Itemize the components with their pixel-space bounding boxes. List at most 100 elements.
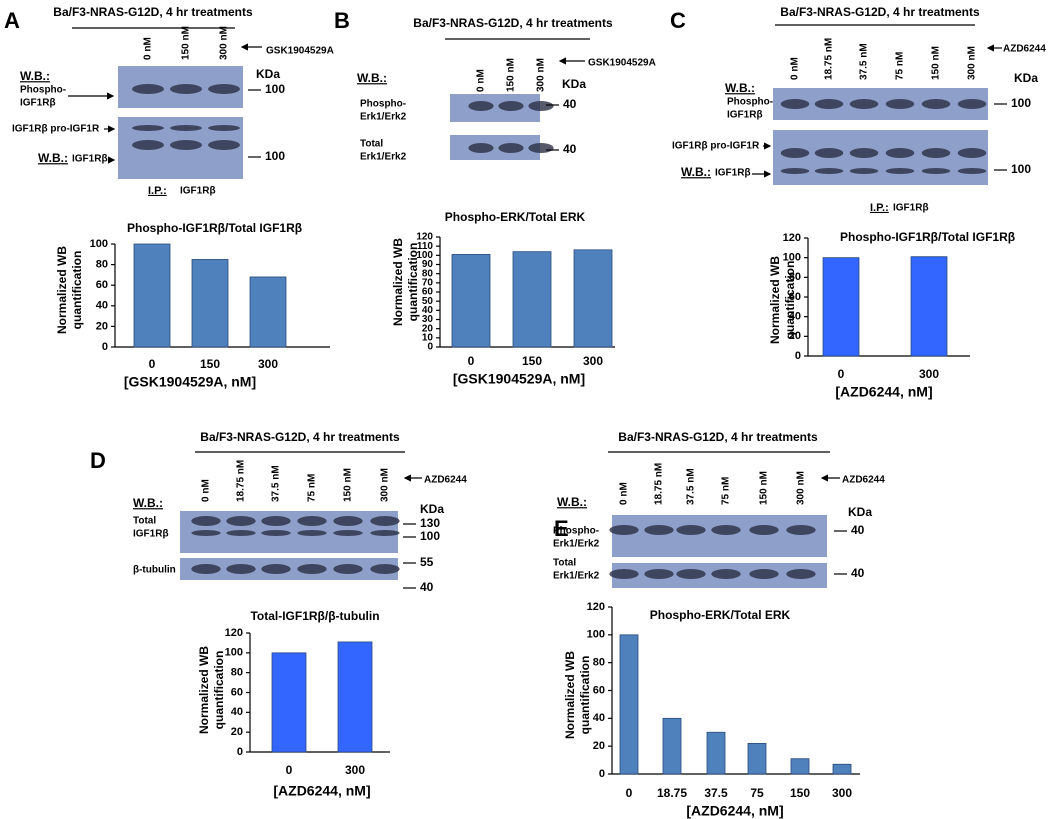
kda-marker: 100 bbox=[420, 529, 440, 543]
lane-label: 37.5 nM bbox=[859, 43, 870, 80]
blot-band bbox=[170, 125, 202, 131]
y-tick-label: 0 bbox=[599, 768, 605, 780]
y-tick-label: 80 bbox=[96, 259, 108, 271]
blot-band bbox=[749, 569, 779, 579]
y-tick-label: 100 bbox=[783, 252, 801, 264]
bar bbox=[822, 257, 860, 357]
kda-label: KDa bbox=[1014, 71, 1038, 85]
blot bbox=[450, 135, 540, 160]
y-axis-label: quantification bbox=[783, 261, 797, 340]
pro-label: IGF1Rβ pro-IGF1R bbox=[12, 124, 100, 135]
lane-label: 0 nM bbox=[790, 57, 801, 80]
y-axis-label: Normalized WB bbox=[768, 256, 782, 344]
blot-band bbox=[676, 525, 706, 535]
panel-letter: D bbox=[90, 448, 106, 473]
y-tick-label: 80 bbox=[789, 271, 801, 283]
y-axis-label: Normalized WB bbox=[197, 646, 211, 734]
blot-band bbox=[921, 148, 951, 158]
x-axis-label: [GSK1904529A, nM] bbox=[124, 374, 256, 390]
y-tick-label: 30 bbox=[422, 314, 434, 325]
lane-label: 0 nM bbox=[143, 37, 154, 60]
panel-header: Ba/F3-NRAS-G12D, 4 hr treatments bbox=[413, 16, 613, 30]
wb-label: W.B.: bbox=[38, 151, 68, 165]
bar bbox=[249, 276, 287, 348]
blot-band bbox=[297, 516, 327, 526]
blot-band bbox=[132, 125, 164, 131]
kda-label: KDa bbox=[848, 505, 872, 519]
blot-band bbox=[333, 530, 363, 536]
blot-band bbox=[676, 569, 706, 579]
y-tick-label: 20 bbox=[593, 740, 605, 752]
blot bbox=[450, 94, 540, 122]
y-tick-label: 100 bbox=[225, 647, 243, 659]
lane-label: 300 nM bbox=[536, 58, 547, 92]
kda-marker: 40 bbox=[851, 523, 865, 537]
panel-letter: E bbox=[554, 516, 569, 541]
y-tick-label: 80 bbox=[231, 667, 243, 679]
kda-label: KDa bbox=[420, 502, 444, 516]
blot-band bbox=[780, 99, 810, 109]
blot-band bbox=[921, 168, 951, 174]
blot-band bbox=[170, 84, 202, 94]
lane-label: 0 nM bbox=[476, 69, 487, 92]
blot-label: Erk1/Erk2 bbox=[553, 539, 600, 550]
blot-label: Phospho- bbox=[360, 99, 406, 110]
x-axis-label: [AZD6244, nM] bbox=[686, 803, 783, 819]
lane-label: 300 nM bbox=[380, 468, 391, 502]
blot-label: Total bbox=[553, 558, 576, 569]
y-tick-label: 40 bbox=[96, 300, 108, 312]
y-axis-label: quantification bbox=[406, 243, 420, 322]
blot-band bbox=[132, 140, 164, 150]
treatment-label: GSK1904529A bbox=[588, 58, 656, 69]
blot-band bbox=[261, 516, 291, 526]
y-tick-label: 40 bbox=[593, 712, 605, 724]
y-tick-label: 60 bbox=[96, 279, 108, 291]
x-axis-label: [AZD6244, nM] bbox=[273, 783, 370, 799]
blot-band bbox=[609, 569, 639, 579]
ip-label: I.P.: bbox=[148, 185, 167, 197]
y-axis-label: quantification bbox=[578, 656, 592, 735]
blot-band bbox=[957, 168, 987, 174]
y-tick-label: 90 bbox=[422, 259, 434, 270]
blot-band bbox=[208, 140, 240, 150]
y-tick-label: 40 bbox=[231, 706, 243, 718]
y-tick-label: 100 bbox=[90, 238, 108, 250]
blot-band bbox=[528, 143, 554, 153]
blot-band bbox=[814, 148, 844, 158]
blot-band bbox=[170, 140, 202, 150]
y-tick-label: 80 bbox=[422, 268, 434, 279]
y-tick-label: 70 bbox=[422, 277, 434, 288]
blot-band bbox=[644, 525, 674, 535]
blot-band bbox=[261, 564, 291, 574]
y-tick-label: 10 bbox=[422, 332, 434, 343]
blot-band bbox=[749, 525, 779, 535]
x-axis-label: [GSK1904529A, nM] bbox=[453, 371, 585, 387]
x-tick-label: 0 bbox=[626, 786, 633, 800]
chart-title: Phospho-ERK/Total ERK bbox=[650, 608, 791, 622]
blot-band bbox=[885, 168, 915, 174]
blot-band bbox=[226, 516, 256, 526]
chart-title: Phospho-ERK/Total ERK bbox=[445, 210, 586, 224]
blot-band bbox=[468, 143, 494, 153]
y-tick-label: 120 bbox=[783, 232, 801, 244]
lane-label: 300 nM bbox=[796, 471, 807, 505]
blot-band bbox=[786, 569, 816, 579]
blot-band bbox=[333, 516, 363, 526]
treatment-label: AZD6244 bbox=[1003, 44, 1046, 55]
lane-label: 37.5 nM bbox=[686, 468, 697, 505]
blot-label: IGF1Rβ bbox=[20, 98, 56, 109]
lane-label: 150 nM bbox=[931, 46, 942, 80]
y-tick-label: 120 bbox=[225, 627, 243, 639]
lane-label: 150 nM bbox=[181, 26, 192, 60]
y-tick-label: 0 bbox=[237, 746, 243, 758]
y-tick-label: 80 bbox=[593, 657, 605, 669]
blot-band bbox=[261, 530, 291, 536]
bar bbox=[662, 717, 682, 775]
blot-band bbox=[885, 148, 915, 158]
blot-band bbox=[849, 168, 879, 174]
lane-label: 75 nM bbox=[307, 474, 318, 502]
y-axis-label: quantification bbox=[212, 651, 226, 730]
bar bbox=[337, 641, 373, 753]
x-tick-label: 0 bbox=[286, 763, 293, 777]
